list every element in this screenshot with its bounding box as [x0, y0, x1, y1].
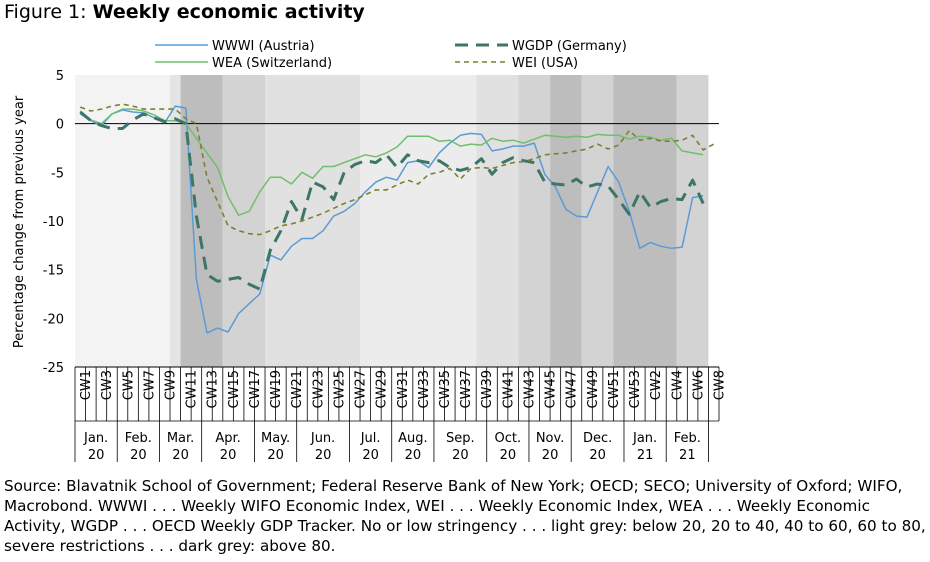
legend-label-wwwi: WWWI (Austria) [212, 39, 315, 54]
weekly-activity-chart: WWWI (Austria) WEA (Switzerland) WGDP (Ger… [12, 39, 728, 463]
week-tick-label: CW47 [565, 370, 580, 408]
month-label: Nov. [536, 431, 565, 446]
legend-label-wei: WEI (USA) [512, 56, 578, 71]
month-label: Jan. [632, 431, 657, 446]
week-tick-label: CW27 [354, 370, 369, 408]
year-label: 20 [452, 448, 469, 463]
chart-legend: WWWI (Austria) WEA (Switzerland) WGDP (Ger… [155, 39, 627, 71]
week-tick-label: CW15 [227, 370, 242, 408]
stringency-band-12 [676, 75, 709, 367]
month-label: Dec. [583, 431, 612, 446]
stringency-band-4 [222, 75, 266, 367]
x-axis: CW1 CW3 CW5 CW7 CW9 CW11 CW13 CW15 CW17 CW19 CW21 C… [74, 366, 728, 463]
week-tick-label: CW29 [375, 370, 390, 408]
year-label: 20 [500, 448, 517, 463]
stringency-band-8 [518, 75, 551, 367]
week-tick-label: CW51 [607, 370, 622, 408]
week-tick-label: CW33 [417, 370, 432, 408]
week-tick-label: CW37 [459, 370, 474, 408]
stringency-band-6 [360, 75, 477, 367]
stringency-band-11 [613, 75, 677, 367]
year-label: 21 [679, 448, 696, 463]
week-tick-label: CW6 [691, 370, 706, 400]
month-label: Sep. [446, 431, 475, 446]
week-tick-label: CW11 [185, 370, 200, 408]
legend-label-wea: WEA (Switzerland) [212, 56, 332, 71]
y-tick-label: -5 [51, 166, 64, 181]
week-tick-label: CW5 [121, 370, 136, 400]
year-label: 20 [88, 448, 105, 463]
y-tick-label: -15 [43, 264, 64, 279]
week-tick-label: CW8 [713, 370, 728, 400]
week-tick-label: CW21 [290, 370, 305, 408]
week-tick-label: CW2 [649, 370, 664, 400]
year-label: 21 [637, 448, 654, 463]
y-tick-label: 5 [56, 69, 64, 84]
week-tick-label: CW3 [100, 370, 115, 400]
year-label: 20 [315, 448, 332, 463]
series-lines [79, 103, 715, 334]
month-label: Jun. [310, 431, 335, 446]
month-label: May. [261, 431, 290, 446]
week-tick-label: CW25 [332, 370, 347, 408]
y-tick-label: -20 [43, 312, 64, 327]
stringency-band-5 [265, 75, 361, 367]
year-label: 20 [542, 448, 559, 463]
week-tick-label: CW9 [164, 370, 179, 400]
year-label: 20 [172, 448, 189, 463]
figure-title-bold: Weekly economic activity [92, 1, 365, 23]
y-tick-label: 0 [56, 118, 64, 133]
figure-title-prefix: Figure 1: [4, 1, 93, 23]
year-label: 20 [130, 448, 147, 463]
week-tick-label: CW41 [501, 370, 516, 408]
month-label: Aug. [398, 431, 428, 446]
month-label: Feb. [674, 431, 701, 446]
legend-label-wgdp: WGDP (Germany) [512, 39, 627, 54]
week-tick-label: CW13 [206, 370, 221, 408]
week-tick-label: CW7 [142, 370, 157, 400]
week-tick-label: CW19 [269, 370, 284, 408]
week-tick-label: CW35 [438, 370, 453, 408]
series-line-wei [80, 103, 715, 236]
week-tick-label: CW4 [670, 370, 685, 400]
year-label: 20 [220, 448, 237, 463]
figure-title: Figure 1: Weekly economic activity [4, 1, 365, 23]
stringency-bands [75, 75, 709, 367]
series-line-wgdp [79, 110, 705, 291]
year-label: 20 [589, 448, 606, 463]
year-label: 20 [362, 448, 379, 463]
source-note: Source: Blavatnik School of Government; … [4, 477, 926, 555]
month-label: Jul. [360, 431, 381, 446]
month-label: Oct. [495, 431, 522, 446]
month-label: Mar. [167, 431, 194, 446]
week-tick-label: CW23 [311, 370, 326, 408]
month-label: Feb. [125, 431, 152, 446]
week-tick-label: CW49 [586, 370, 601, 408]
month-label: Apr. [215, 431, 240, 446]
y-axis-label: Percentage change from previous year [12, 95, 27, 348]
year-label: 20 [267, 448, 284, 463]
week-tick-label: CW1 [79, 370, 94, 400]
stringency-band-9 [550, 75, 582, 367]
month-label: Jan. [83, 431, 108, 446]
week-tick-label: CW39 [480, 370, 495, 408]
stringency-band-7 [476, 75, 519, 367]
week-tick-label: CW53 [628, 370, 643, 408]
week-tick-label: CW17 [248, 370, 263, 408]
stringency-band-10 [581, 75, 614, 367]
year-label: 20 [405, 448, 422, 463]
week-tick-label: CW45 [544, 370, 559, 408]
y-tick-label: -10 [43, 215, 64, 230]
series-line-wwwi [79, 105, 704, 334]
week-tick-label: CW43 [523, 370, 538, 408]
week-tick-label: CW31 [396, 370, 411, 408]
stringency-band-2 [170, 75, 181, 367]
y-tick-label: -25 [43, 361, 64, 376]
